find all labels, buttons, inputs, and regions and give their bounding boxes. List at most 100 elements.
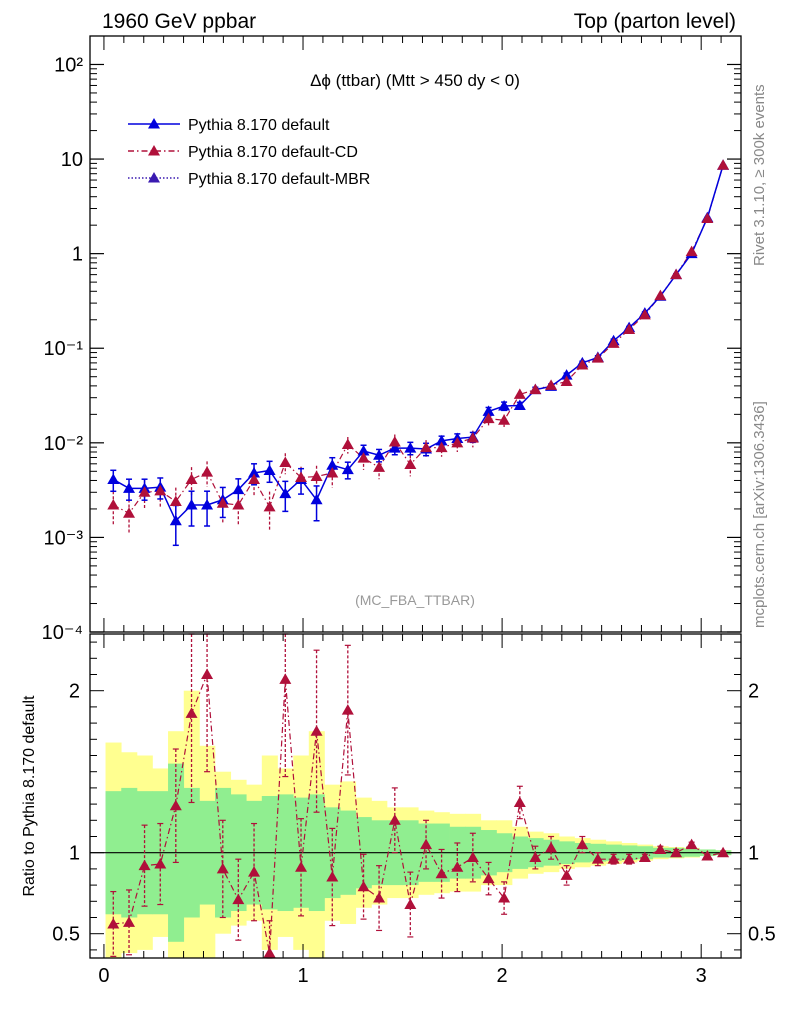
- data-point-default-cd: [638, 308, 651, 320]
- data-point-default-cd: [498, 414, 511, 425]
- data-point-default-cd: [388, 436, 401, 447]
- data-point-default-cd: [232, 499, 245, 510]
- ratio-point-default-cd: [591, 853, 604, 864]
- y-tick-label: 10⁻¹: [44, 338, 84, 360]
- ratio-point-default-cd: [154, 858, 167, 869]
- main-data-layer: [107, 159, 730, 547]
- data-point-default-cd: [341, 438, 354, 450]
- data-point-default-cd: [216, 497, 229, 508]
- data-point-default-cd: [154, 484, 167, 496]
- mcplots-label: mcplots.cern.ch [arXiv:1306.3436]: [751, 401, 768, 628]
- legend-label: Pythia 8.170 default: [188, 117, 330, 134]
- ratio-point-default-cd: [498, 892, 511, 903]
- data-point-default: [185, 499, 198, 510]
- ratio-point-default-cd: [670, 846, 683, 858]
- data-point-default-cd: [279, 456, 292, 467]
- analysis-watermark: (MC_FBA_TTBAR): [355, 592, 475, 608]
- ratio-point-default-cd: [123, 916, 136, 927]
- ratio-point-default-cd: [216, 862, 229, 874]
- ratio-point-default-cd: [169, 799, 182, 811]
- ratio-point-default-cd: [466, 851, 479, 863]
- ratio-point-default-cd: [201, 668, 214, 679]
- ratio-point-default-cd: [310, 725, 323, 736]
- plot-title: Δϕ (ttbar) (Mtt > 450 dy < 0): [310, 71, 520, 90]
- data-point-default: [357, 444, 370, 456]
- data-point-default-cd: [513, 388, 526, 399]
- ratio-point-default-cd: [638, 851, 651, 863]
- data-point-default-cd: [107, 499, 120, 510]
- legend-marker: [148, 172, 160, 183]
- y-tick-label: 10: [61, 149, 83, 171]
- ratio-point-default-cd: [341, 704, 354, 715]
- main-panel: 10⁻⁴ 10⁻³ 10⁻² 10⁻¹ 1 10 10² Δϕ (ttbar) (Mtt >…: [42, 35, 742, 644]
- series-line-default: [112, 165, 724, 523]
- ratio-point-default-cd: [357, 880, 370, 892]
- data-point-default-cd: [404, 458, 417, 469]
- x-tick-label: 1: [297, 965, 308, 987]
- legend-marker: [148, 118, 160, 129]
- data-point-default-cd: [560, 375, 573, 386]
- data-point-default-cd: [373, 461, 386, 472]
- side-labels: Rivet 3.1.10, ≥ 300k events mcplots.cern…: [751, 84, 768, 628]
- data-point-default-cd: [263, 500, 276, 512]
- data-point-default: [310, 493, 323, 505]
- data-point-default: [107, 473, 120, 484]
- data-point-default: [560, 369, 573, 380]
- ratio-point-default-cd: [545, 841, 558, 853]
- ratio-point-default-cd: [373, 892, 386, 903]
- x-tick-label: 2: [497, 965, 508, 987]
- legend-marker: [148, 145, 160, 156]
- ratio-point-default-cd: [560, 869, 573, 880]
- data-point-default-cd: [654, 289, 667, 301]
- ratio-point-default-cd: [701, 849, 714, 861]
- data-point-default: [123, 482, 136, 493]
- ratio-y-tick-label-left: 2: [69, 681, 80, 703]
- data-point-default-cd: [607, 337, 620, 348]
- data-point-default-cd: [576, 358, 589, 370]
- data-point-default-cd: [123, 507, 136, 518]
- x-tick-label: 0: [98, 965, 109, 987]
- ratio-point-default-cd: [654, 843, 667, 854]
- ratio-point-default-cd: [451, 861, 464, 872]
- data-point-default: [498, 400, 511, 411]
- ratio-point-default-cd: [607, 853, 620, 864]
- main-axis-ticks: 10⁻⁴ 10⁻³ 10⁻² 10⁻¹ 1 10 10²: [42, 35, 741, 644]
- ratio-point-default-cd: [420, 838, 433, 850]
- data-point-default: [201, 499, 214, 510]
- data-point-default-cd: [591, 352, 604, 363]
- data-point-default: [279, 487, 292, 499]
- process-label: Top (parton level): [574, 10, 736, 33]
- data-point-default-cd: [685, 245, 698, 257]
- ratio-point-default-cd: [685, 838, 698, 850]
- ratio-line-default-cd: [113, 674, 724, 954]
- data-point-default-cd: [357, 452, 370, 463]
- data-point-default-cd: [545, 379, 558, 390]
- data-point-default-cd: [435, 441, 448, 453]
- data-point-default-cd: [326, 466, 339, 478]
- data-point-default-cd: [529, 383, 542, 395]
- ratio-point-default-cd: [232, 893, 245, 905]
- ratio-point-default-cd: [295, 861, 308, 872]
- ratio-point-default-cd: [482, 872, 495, 884]
- data-point-default-cd: [451, 436, 464, 448]
- y-tick-label: 10⁻⁴: [42, 622, 83, 644]
- ratio-data-layer: [90, 633, 741, 959]
- data-point-default: [326, 459, 339, 470]
- data-point-default: [248, 466, 261, 478]
- rivet-label: Rivet 3.1.10, ≥ 300k events: [751, 84, 768, 266]
- data-point-default: [263, 464, 276, 475]
- data-point-default-cd: [623, 323, 636, 334]
- energy-label: 1960 GeV ppbar: [102, 10, 256, 33]
- data-point-default: [404, 442, 417, 453]
- ratio-frame: [89, 633, 742, 959]
- ratio-point-default-cd: [529, 851, 542, 863]
- ratio-point-default-cd: [717, 846, 730, 858]
- ratio-y-tick-label-right: 2: [748, 681, 759, 703]
- legend-label: Pythia 8.170 default-CD: [188, 144, 358, 161]
- series-line-default-cd: [113, 165, 724, 515]
- data-point-default: [482, 405, 495, 416]
- data-point-default-cd: [420, 441, 433, 453]
- y-tick-label: 10⁻³: [44, 527, 84, 549]
- data-point-default: [341, 463, 354, 475]
